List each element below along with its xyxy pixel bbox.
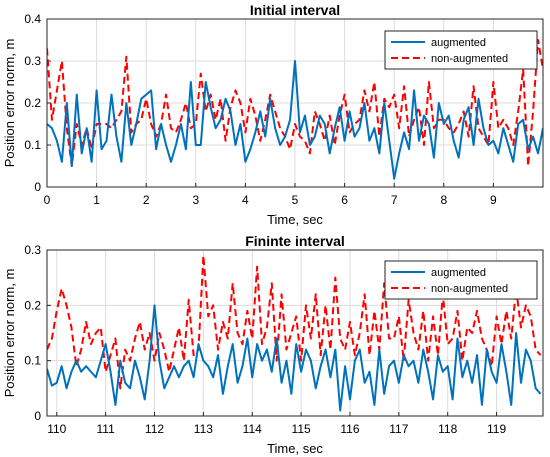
series-line-non-augmented [47, 254, 542, 390]
x-tick-label: 118 [438, 422, 457, 436]
series-line-non-augmented [47, 39, 543, 167]
x-tick-label: 7 [391, 193, 398, 207]
y-tick-label: 0.1 [24, 138, 41, 152]
x-tick-label: 0 [44, 193, 51, 207]
x-tick-label: 2 [143, 193, 150, 207]
x-tick-label: 3 [192, 193, 199, 207]
x-tick-label: 5 [292, 193, 299, 207]
legend: augmented non-augmented [384, 260, 538, 300]
chart-title: Initial interval [250, 2, 340, 18]
legend-label-augmented: augmented [431, 37, 486, 49]
y-axis-label: Position error norm, m [2, 39, 17, 168]
x-tick-label: 8 [440, 193, 447, 207]
y-tick-label: 0 [34, 409, 41, 423]
legend-box [384, 260, 538, 300]
x-tick-label: 111 [97, 422, 116, 436]
x-tick-label: 4 [242, 193, 249, 207]
series-line-augmented [47, 60, 543, 180]
chart-title: Fininte interval [245, 233, 345, 249]
x-tick-label: 117 [389, 422, 408, 436]
y-tick-label: 0.2 [24, 96, 41, 110]
y-tick-label: 0.4 [24, 12, 41, 26]
x-tick-label: 110 [47, 422, 66, 436]
y-tick-label: 0.3 [24, 243, 41, 257]
y-axis-label: Position error norm, m [2, 269, 17, 398]
legend-label-non-augmented: non-augmented [431, 283, 508, 295]
axes-frame [46, 18, 544, 188]
legend-label-non-augmented: non-augmented [431, 53, 508, 65]
x-tick-label: 119 [487, 422, 506, 436]
x-tick-label: 112 [145, 422, 164, 436]
x-axis-label: Time, sec [267, 441, 323, 456]
x-tick-label: 116 [340, 422, 359, 436]
x-tick-label: 114 [243, 422, 262, 436]
y-tick-label: 0.1 [24, 354, 41, 368]
legend-box [384, 30, 538, 70]
x-axis-label: Time, sec [267, 212, 323, 227]
x-tick-label: 6 [341, 193, 348, 207]
y-tick-label: 0 [34, 180, 41, 194]
x-tick-label: 1 [93, 193, 100, 207]
x-tick-label: 9 [490, 193, 497, 207]
x-tick-label: 115 [292, 422, 311, 436]
legend: augmented non-augmented [384, 30, 538, 70]
y-tick-label: 0.2 [24, 298, 41, 312]
plot-initial-interval: 0 1 2 3 4 5 6 7 8 9 0 0.1 0.2 0.3 0.4 Initial interval T… [2, 2, 544, 227]
legend-label-augmented: augmented [431, 267, 486, 279]
x-tick-label: 113 [194, 422, 213, 436]
axes-frame [46, 249, 544, 417]
series-line-augmented [47, 304, 542, 412]
plot-finite-interval: 110 111 112 113 114 115 116 117 118 119 0 0.1 0.2 0.3… [2, 233, 544, 456]
y-tick-label: 0.3 [24, 54, 41, 68]
